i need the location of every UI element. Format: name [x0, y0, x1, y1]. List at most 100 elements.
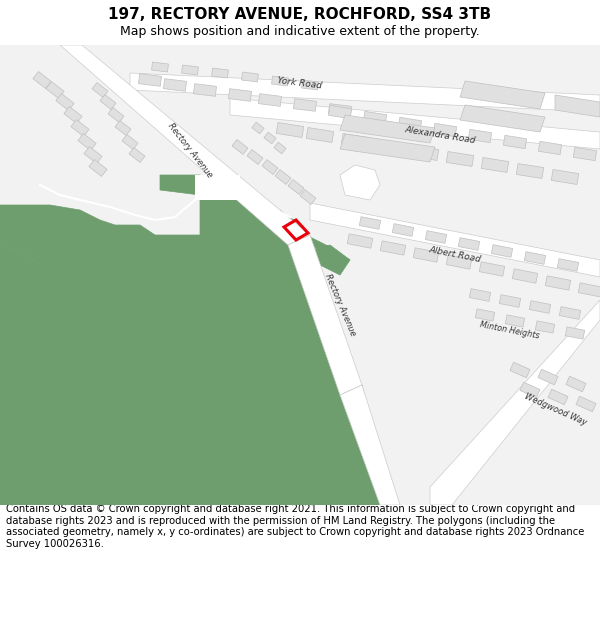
Bar — [115, 121, 131, 136]
Bar — [259, 94, 281, 106]
Bar — [545, 276, 571, 290]
Bar — [293, 99, 317, 111]
Bar — [302, 80, 319, 90]
Bar — [328, 104, 352, 116]
Bar — [364, 111, 386, 124]
Bar — [71, 119, 89, 136]
Bar — [232, 139, 248, 154]
Bar — [535, 321, 554, 333]
Polygon shape — [60, 45, 310, 245]
Bar — [380, 241, 406, 255]
Text: Wedgwood Way: Wedgwood Way — [523, 392, 587, 428]
Polygon shape — [430, 300, 600, 505]
Bar — [411, 146, 439, 161]
Bar — [469, 289, 491, 301]
Polygon shape — [460, 105, 545, 132]
Bar — [328, 106, 352, 119]
Bar — [576, 396, 596, 412]
Bar — [33, 71, 51, 89]
Bar — [288, 179, 304, 194]
Bar — [505, 315, 524, 327]
Bar — [538, 369, 558, 385]
Bar — [510, 362, 530, 378]
Bar — [481, 158, 509, 172]
Bar — [272, 76, 289, 86]
Text: Map shows position and indicative extent of the property.: Map shows position and indicative extent… — [120, 25, 480, 38]
Bar — [413, 248, 439, 262]
Bar — [499, 294, 521, 308]
Bar — [392, 224, 413, 236]
Text: Rectory Avenue: Rectory Avenue — [323, 272, 357, 338]
Polygon shape — [340, 115, 435, 143]
Bar — [56, 94, 74, 111]
Bar — [479, 262, 505, 276]
Polygon shape — [340, 134, 435, 162]
Bar — [469, 129, 491, 142]
Bar — [229, 89, 251, 101]
Bar — [129, 148, 145, 162]
Text: Alexandra Road: Alexandra Road — [404, 125, 476, 145]
Bar — [520, 382, 540, 398]
Bar — [578, 282, 600, 298]
Bar — [446, 255, 472, 269]
Polygon shape — [270, 210, 350, 260]
Bar — [359, 217, 380, 229]
Bar — [152, 62, 169, 72]
Bar — [262, 159, 278, 174]
Bar — [108, 107, 124, 122]
Bar — [212, 68, 229, 78]
Bar — [46, 81, 64, 99]
Bar — [551, 169, 579, 184]
Polygon shape — [130, 73, 600, 112]
Bar — [252, 122, 264, 134]
Bar — [433, 123, 457, 137]
Bar — [376, 139, 404, 154]
Bar — [425, 231, 446, 243]
Bar — [503, 136, 527, 149]
Bar — [559, 307, 581, 319]
Bar — [512, 269, 538, 283]
Bar — [64, 106, 82, 124]
Bar — [247, 149, 263, 164]
Polygon shape — [0, 175, 390, 505]
Bar — [524, 252, 545, 264]
Text: Minton Heights: Minton Heights — [479, 320, 541, 340]
Bar — [566, 376, 586, 392]
Polygon shape — [0, 247, 40, 305]
Bar — [78, 134, 96, 151]
Polygon shape — [195, 175, 240, 200]
Bar — [565, 327, 584, 339]
Polygon shape — [555, 95, 600, 117]
Polygon shape — [310, 203, 600, 277]
Bar — [276, 122, 304, 138]
Bar — [84, 146, 102, 164]
Polygon shape — [460, 81, 545, 109]
Text: Albert Road: Albert Road — [428, 246, 482, 264]
Bar — [306, 127, 334, 142]
Bar — [139, 74, 161, 86]
Polygon shape — [230, 98, 600, 149]
Polygon shape — [0, 45, 600, 505]
Bar — [242, 72, 259, 82]
Bar — [341, 134, 369, 149]
Bar — [100, 94, 116, 109]
Polygon shape — [340, 165, 380, 200]
Polygon shape — [288, 235, 362, 395]
Bar — [529, 301, 551, 313]
Bar — [89, 159, 107, 176]
Bar — [398, 118, 422, 131]
Bar — [548, 389, 568, 405]
Bar — [163, 79, 187, 91]
Bar — [347, 234, 373, 248]
Text: 197, RECTORY AVENUE, ROCHFORD, SS4 3TB: 197, RECTORY AVENUE, ROCHFORD, SS4 3TB — [109, 7, 491, 22]
Text: Contains OS data © Crown copyright and database right 2021. This information is : Contains OS data © Crown copyright and d… — [6, 504, 584, 549]
Bar — [275, 169, 291, 184]
Bar — [122, 134, 138, 149]
Bar — [458, 238, 479, 251]
Text: Rectory Avenue: Rectory Avenue — [166, 121, 214, 179]
Bar — [491, 244, 512, 258]
Bar — [446, 151, 474, 166]
Bar — [300, 189, 316, 204]
Bar — [516, 164, 544, 179]
Bar — [538, 141, 562, 154]
